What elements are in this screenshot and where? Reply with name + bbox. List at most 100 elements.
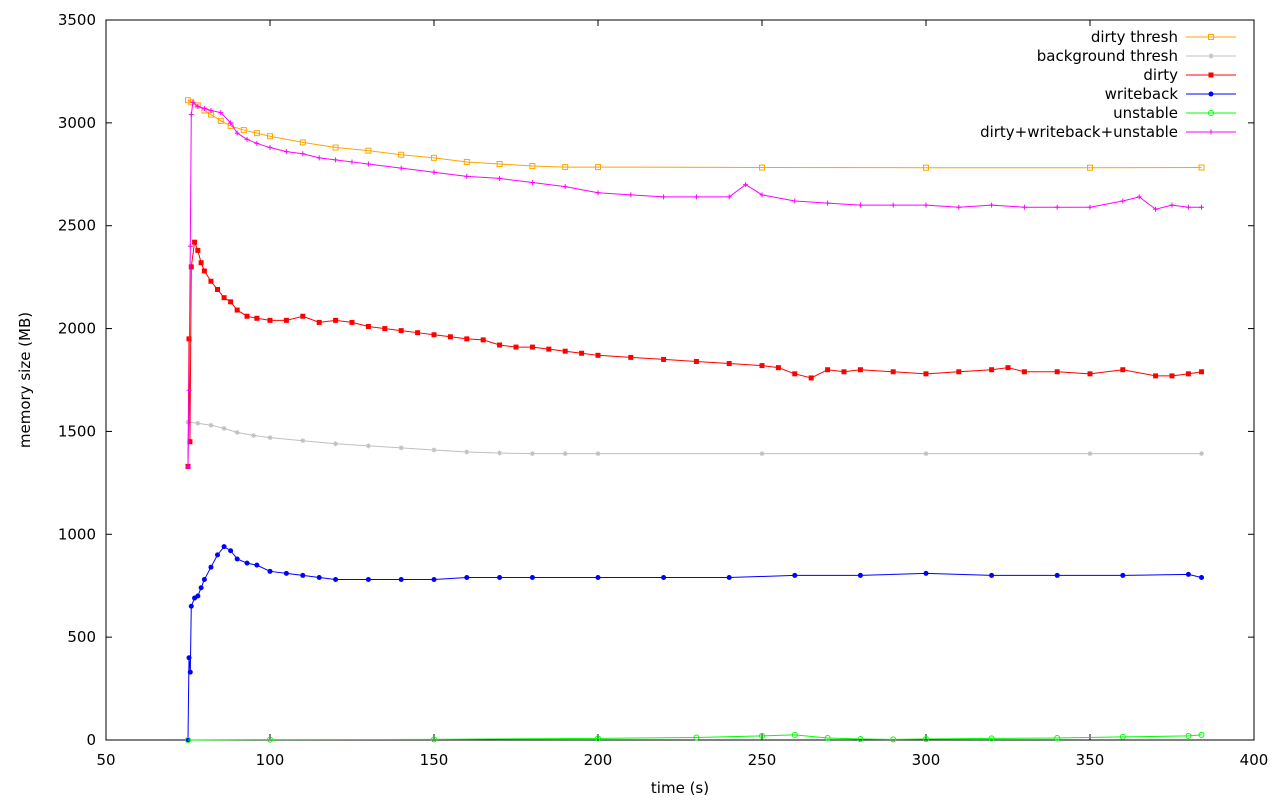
data-point <box>215 286 221 292</box>
x-axis-title: time (s) <box>651 779 709 797</box>
data-point <box>1208 110 1214 116</box>
series-dirty <box>185 239 1205 469</box>
data-point <box>857 202 863 208</box>
series-line <box>187 545 1202 741</box>
data-point <box>1153 206 1159 212</box>
data-point <box>1208 34 1214 40</box>
data-point <box>398 577 404 583</box>
legend-label: dirty thresh <box>1091 28 1178 46</box>
data-point <box>1169 202 1175 208</box>
data-point <box>1208 91 1214 97</box>
data-point <box>1208 72 1214 78</box>
legend-label: background thresh <box>1037 47 1178 65</box>
data-point <box>595 164 601 171</box>
data-point <box>825 367 831 373</box>
series-line <box>187 240 1202 467</box>
data-point <box>759 451 765 457</box>
data-point <box>447 334 453 340</box>
data-point <box>464 449 470 455</box>
data-point <box>192 239 198 245</box>
x-tick-label: 300 <box>912 751 941 769</box>
data-point <box>195 247 201 253</box>
y-tick-label: 3000 <box>58 114 96 132</box>
data-point <box>221 425 227 431</box>
data-point <box>595 190 601 196</box>
data-point <box>726 574 732 580</box>
data-point <box>283 570 289 576</box>
data-point <box>283 149 289 155</box>
data-point <box>234 429 240 435</box>
data-point <box>759 192 765 198</box>
data-point <box>201 577 207 583</box>
data-point <box>497 342 503 348</box>
data-point <box>857 735 864 742</box>
data-point <box>195 420 201 426</box>
data-point <box>215 552 221 558</box>
data-point <box>1087 451 1093 457</box>
data-point <box>431 447 437 453</box>
data-point <box>890 736 897 743</box>
data-point <box>1120 367 1126 373</box>
series-line <box>187 734 1202 741</box>
data-point <box>187 439 193 445</box>
data-point <box>497 450 503 456</box>
data-point <box>365 443 371 449</box>
x-tick-label: 100 <box>256 751 285 769</box>
series-line <box>187 99 1202 169</box>
data-point <box>431 577 437 583</box>
data-point <box>1087 164 1093 171</box>
data-point <box>234 130 240 136</box>
data-point <box>595 574 601 580</box>
data-point <box>759 164 765 171</box>
data-point <box>218 110 224 116</box>
data-point <box>244 136 250 142</box>
data-point <box>1087 204 1093 210</box>
data-point <box>693 358 699 364</box>
data-point <box>1208 53 1214 59</box>
data-point <box>431 154 437 161</box>
data-point <box>316 574 322 580</box>
data-point <box>1136 194 1142 200</box>
data-point <box>333 441 339 447</box>
data-point <box>562 164 569 171</box>
data-point <box>1119 733 1126 740</box>
data-point <box>365 324 371 330</box>
data-point <box>1054 572 1060 578</box>
series-unstable <box>185 731 1205 743</box>
data-point <box>497 574 503 580</box>
data-point <box>333 577 339 583</box>
data-point <box>267 435 273 441</box>
data-point <box>989 202 995 208</box>
data-point <box>1185 204 1191 210</box>
x-tick-label: 400 <box>1240 751 1269 769</box>
x-tick-label: 200 <box>584 751 613 769</box>
data-point <box>693 734 700 741</box>
data-point <box>333 157 339 163</box>
data-point <box>464 173 470 179</box>
data-point <box>300 313 306 319</box>
series-dirty-writeback-unstable <box>185 99 1205 469</box>
data-point <box>188 603 194 609</box>
data-point <box>595 735 601 742</box>
data-point <box>562 184 568 190</box>
y-tick-label: 3500 <box>58 11 96 29</box>
data-point <box>1185 732 1192 739</box>
data-point <box>186 387 192 393</box>
data-point <box>1199 369 1205 375</box>
data-point <box>190 99 196 105</box>
data-point <box>267 133 273 140</box>
data-point <box>529 163 536 170</box>
data-point <box>1054 734 1061 741</box>
data-point <box>890 202 896 208</box>
data-point <box>186 655 192 661</box>
data-point <box>228 120 234 126</box>
data-point <box>254 562 260 568</box>
data-point <box>398 151 405 158</box>
data-point <box>923 371 929 377</box>
data-point <box>496 161 503 167</box>
data-point <box>333 317 339 323</box>
x-tick-label: 350 <box>1076 751 1105 769</box>
data-point <box>415 330 421 336</box>
data-point <box>792 371 798 377</box>
data-point <box>775 365 781 371</box>
